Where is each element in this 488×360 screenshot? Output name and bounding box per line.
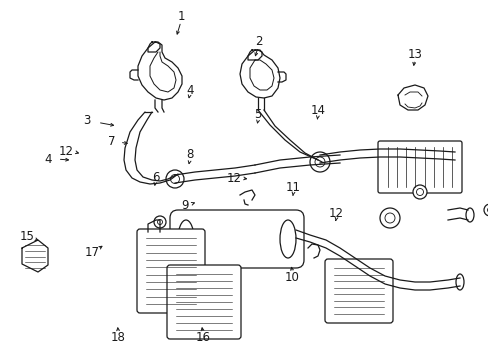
Circle shape [314, 157, 325, 167]
Circle shape [412, 185, 426, 199]
Circle shape [416, 189, 423, 195]
Ellipse shape [465, 208, 473, 222]
FancyBboxPatch shape [377, 141, 461, 193]
Text: 12: 12 [226, 172, 241, 185]
Text: 14: 14 [310, 104, 325, 117]
Text: 7: 7 [107, 135, 115, 148]
Text: 13: 13 [407, 48, 421, 61]
FancyBboxPatch shape [137, 229, 204, 313]
Text: 16: 16 [195, 331, 210, 344]
FancyBboxPatch shape [170, 210, 304, 268]
Text: 12: 12 [59, 145, 73, 158]
FancyBboxPatch shape [167, 265, 241, 339]
Text: 10: 10 [285, 271, 299, 284]
Circle shape [165, 170, 183, 188]
Text: 9: 9 [181, 199, 188, 212]
Circle shape [170, 175, 179, 184]
Text: 12: 12 [328, 207, 343, 220]
Text: 15: 15 [20, 230, 34, 243]
Circle shape [154, 216, 165, 228]
Text: 8: 8 [185, 148, 193, 161]
Circle shape [379, 208, 399, 228]
Text: 17: 17 [84, 246, 99, 259]
Circle shape [384, 213, 394, 223]
Text: 6: 6 [151, 171, 159, 184]
Text: 1: 1 [177, 10, 184, 23]
Circle shape [487, 207, 488, 212]
Text: 3: 3 [83, 114, 91, 127]
Ellipse shape [178, 220, 194, 258]
Ellipse shape [280, 220, 295, 258]
Circle shape [157, 220, 162, 225]
Text: 4: 4 [44, 153, 52, 166]
Ellipse shape [455, 274, 463, 290]
Circle shape [309, 152, 329, 172]
FancyBboxPatch shape [325, 259, 392, 323]
Text: 2: 2 [255, 35, 263, 48]
Text: 18: 18 [111, 331, 125, 344]
Text: 4: 4 [185, 84, 193, 96]
Text: 11: 11 [285, 181, 300, 194]
Circle shape [483, 204, 488, 216]
Text: 5: 5 [254, 108, 262, 121]
